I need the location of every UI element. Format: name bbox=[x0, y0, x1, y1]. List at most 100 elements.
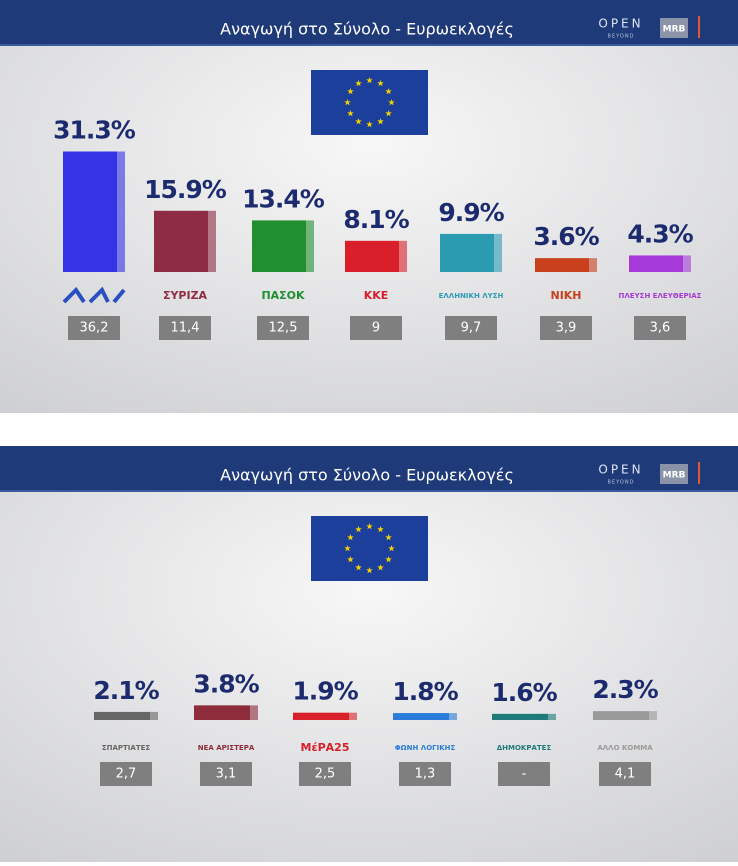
previous-label: 9,7 bbox=[461, 321, 482, 336]
eu-star bbox=[355, 79, 362, 87]
bar bbox=[593, 711, 649, 720]
eu-star bbox=[355, 525, 362, 533]
bar-side bbox=[449, 713, 457, 720]
previous-label: 11,4 bbox=[171, 321, 200, 336]
party-logo: ΕΛΛΗΝΙΚΗ ΛΥΣΗ bbox=[439, 292, 504, 300]
value-label: 31.3% bbox=[53, 115, 136, 144]
eu-star bbox=[347, 534, 354, 541]
bar bbox=[440, 233, 494, 272]
bar bbox=[293, 712, 349, 720]
previous-label: 2,7 bbox=[116, 767, 137, 782]
bar-side bbox=[150, 711, 158, 720]
eu-star bbox=[377, 564, 384, 571]
party-logo: ΑΛΛΟ ΚΟΜΜΑ bbox=[597, 744, 653, 752]
previous-box bbox=[399, 762, 451, 786]
previous-label: 3,9 bbox=[556, 321, 577, 336]
value-label: 1.8% bbox=[392, 677, 458, 706]
value-label: 2.3% bbox=[592, 675, 658, 704]
eu-star bbox=[344, 99, 351, 106]
bar-side bbox=[250, 705, 258, 720]
eu-star bbox=[385, 110, 392, 117]
previous-label: 4,1 bbox=[615, 767, 636, 782]
eu-star bbox=[377, 525, 384, 533]
party-logo: ΠΛΕΥΣΗ ΕΛΕΥΘΕΡΙΑΣ bbox=[619, 292, 702, 300]
value-label: 9.9% bbox=[438, 198, 504, 227]
logo-mrb-box bbox=[660, 464, 688, 484]
header-title: Αναγωγή στο Σύνολο - Ευρωεκλογές bbox=[220, 20, 514, 39]
eu-star bbox=[385, 534, 392, 541]
bar-side bbox=[399, 240, 407, 272]
logo-mrb: MRB bbox=[663, 471, 686, 481]
previous-box bbox=[634, 316, 686, 340]
logo-divider bbox=[698, 462, 700, 484]
bar bbox=[252, 220, 306, 272]
party-logo: ΝΕΑ ΑΡΙΣΤΕΡΑ bbox=[198, 744, 255, 752]
bar bbox=[492, 713, 548, 720]
previous-box bbox=[599, 762, 651, 786]
eu-star bbox=[347, 88, 354, 95]
party-logo: ΜέΡΑ25 bbox=[301, 741, 350, 754]
value-label: 4.3% bbox=[627, 219, 693, 248]
previous-label: 36,2 bbox=[80, 321, 109, 336]
header-title: Αναγωγή στο Σύνολο - Ευρωεκλογές bbox=[220, 466, 514, 485]
value-label: 1.9% bbox=[292, 677, 358, 706]
previous-box bbox=[257, 316, 309, 340]
previous-label: 1,3 bbox=[415, 767, 436, 782]
party-logo-mark bbox=[62, 286, 126, 304]
bar bbox=[629, 255, 683, 272]
party-logo: ΚΚΕ bbox=[364, 289, 389, 302]
bar bbox=[63, 151, 117, 272]
previous-box bbox=[159, 316, 211, 340]
previous-box bbox=[68, 316, 120, 340]
eu-star bbox=[355, 118, 362, 125]
previous-box bbox=[498, 762, 550, 786]
eu-star bbox=[347, 556, 354, 563]
party-logo: ΦΩΝΗ ΛΟΓΙΚΗΣ bbox=[395, 744, 456, 752]
bar bbox=[535, 258, 589, 272]
bar-side bbox=[548, 713, 556, 720]
eu-star bbox=[366, 567, 373, 574]
value-label: 15.9% bbox=[144, 175, 227, 204]
header-bar bbox=[0, 0, 738, 46]
header-line bbox=[0, 490, 738, 492]
previous-box bbox=[350, 316, 402, 340]
header-line bbox=[0, 44, 738, 46]
previous-label: 3,1 bbox=[216, 767, 237, 782]
logo-open: OPEN bbox=[598, 17, 643, 31]
eu-star bbox=[344, 545, 351, 552]
previous-box bbox=[540, 316, 592, 340]
previous-label: 2,5 bbox=[315, 767, 336, 782]
eu-star bbox=[377, 118, 384, 125]
value-label: 1.6% bbox=[491, 678, 557, 707]
bar bbox=[154, 210, 208, 272]
bar-side bbox=[208, 210, 216, 272]
value-label: 2.1% bbox=[93, 676, 159, 705]
previous-box bbox=[299, 762, 351, 786]
value-label: 13.4% bbox=[242, 184, 325, 213]
bar-side bbox=[117, 151, 125, 272]
previous-box bbox=[445, 316, 497, 340]
previous-box bbox=[100, 762, 152, 786]
header-bar bbox=[0, 446, 738, 492]
bar bbox=[194, 705, 250, 720]
bar bbox=[345, 240, 399, 272]
eu-star bbox=[385, 556, 392, 563]
logo-beyond: BEYOND bbox=[608, 480, 635, 486]
eu-star bbox=[366, 121, 373, 128]
logo-mrb: MRB bbox=[663, 25, 686, 35]
panel-background bbox=[0, 446, 738, 862]
eu-star bbox=[385, 88, 392, 95]
bar-side bbox=[589, 258, 597, 272]
party-logo: ΣΥΡΙΖΑ bbox=[163, 289, 208, 302]
eu-star bbox=[366, 523, 373, 530]
bar bbox=[94, 711, 150, 720]
previous-label: 9 bbox=[372, 321, 380, 336]
bar-side bbox=[306, 220, 314, 272]
eu-star bbox=[377, 79, 384, 87]
previous-label: 12,5 bbox=[269, 321, 298, 336]
eu-star bbox=[355, 564, 362, 571]
logo-mrb-box bbox=[660, 18, 688, 38]
bar-side bbox=[349, 712, 357, 720]
